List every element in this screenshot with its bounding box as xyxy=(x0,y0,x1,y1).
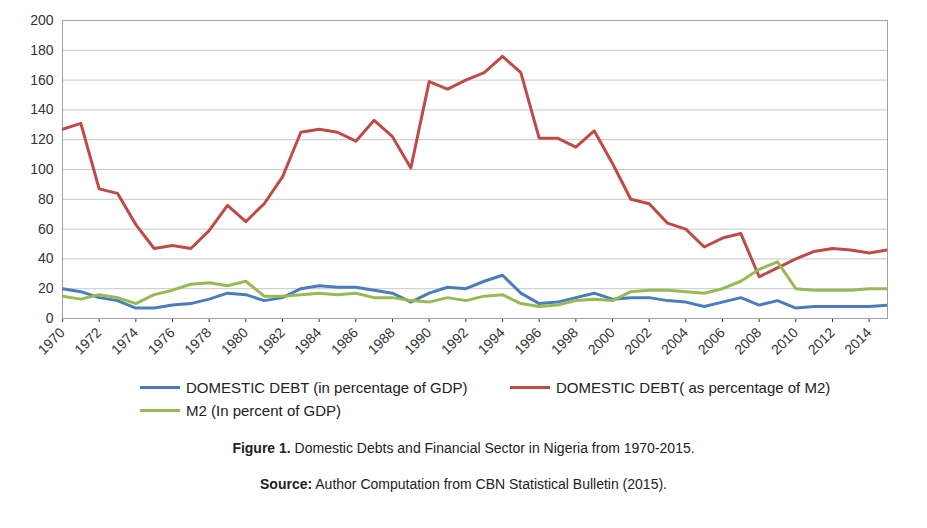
svg-text:0: 0 xyxy=(46,310,54,326)
svg-text:1986: 1986 xyxy=(328,324,361,357)
svg-text:1988: 1988 xyxy=(364,324,397,357)
svg-text:1990: 1990 xyxy=(401,324,434,357)
svg-text:2002: 2002 xyxy=(621,324,654,357)
svg-text:2004: 2004 xyxy=(658,324,691,357)
svg-text:2000: 2000 xyxy=(584,324,617,357)
svg-text:1976: 1976 xyxy=(144,324,177,357)
html-text:DOMESTIC DEBT( as percentage o: DOMESTIC DEBT( as percentage of M2) xyxy=(556,379,831,396)
svg-text:2010: 2010 xyxy=(768,324,801,357)
svg-text:1982: 1982 xyxy=(254,324,287,357)
svg-text:1978: 1978 xyxy=(181,324,214,357)
svg-text:1974: 1974 xyxy=(108,324,141,357)
html-text:M2 (In percent of GDP): M2 (In percent of GDP) xyxy=(186,402,342,419)
svg-text:1972: 1972 xyxy=(71,324,104,357)
svg-text:100: 100 xyxy=(30,161,54,177)
svg-text:1996: 1996 xyxy=(511,324,544,357)
svg-text:1994: 1994 xyxy=(474,324,507,357)
svg-text:20: 20 xyxy=(38,280,54,296)
svg-text:80: 80 xyxy=(38,191,54,207)
svg-text:140: 140 xyxy=(30,101,54,117)
svg-text:120: 120 xyxy=(30,131,54,147)
svg-text:160: 160 xyxy=(30,72,54,88)
svg-text:180: 180 xyxy=(30,42,54,58)
svg-text:2006: 2006 xyxy=(694,324,727,357)
svg-text:60: 60 xyxy=(38,221,54,237)
svg-text:1998: 1998 xyxy=(548,324,581,357)
svg-text:2014: 2014 xyxy=(841,324,874,357)
svg-text:1970: 1970 xyxy=(34,324,67,357)
svg-text:40: 40 xyxy=(38,250,54,266)
svg-text:1992: 1992 xyxy=(438,324,471,357)
svg-text:2012: 2012 xyxy=(804,324,837,357)
svg-text:200: 200 xyxy=(30,12,54,28)
html-text:Source: Author Computation fro: Source: Author Computation from CBN Stat… xyxy=(260,476,667,492)
svg-text:2008: 2008 xyxy=(731,324,764,357)
html-text:Figure 1. Domestic Debts and F: Figure 1. Domestic Debts and Financial S… xyxy=(232,440,695,456)
svg-text:1984: 1984 xyxy=(291,324,324,357)
html-text:DOMESTIC DEBT (in percentage o: DOMESTIC DEBT (in percentage of GDP) xyxy=(186,379,468,396)
svg-text:1980: 1980 xyxy=(218,324,251,357)
